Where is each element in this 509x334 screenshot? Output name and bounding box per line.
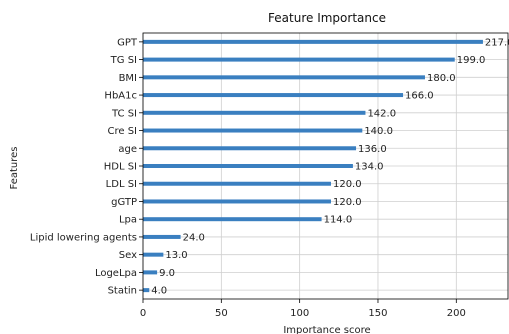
y-tick-label: Cre SI bbox=[107, 126, 137, 137]
bar bbox=[143, 146, 357, 151]
y-tick-labels: GPT TG SI BMI HbA1c TC SI Cre SI age HDL SI LDL … bbox=[30, 37, 143, 297]
bar-value-label: 199.0 bbox=[457, 55, 486, 66]
bar bbox=[143, 217, 322, 222]
x-tick-label: 50 bbox=[215, 308, 228, 319]
bar-value-label: 120.0 bbox=[333, 197, 362, 208]
x-axis-title: Importance score bbox=[283, 325, 370, 334]
y-tick-label: gGTP bbox=[111, 197, 137, 208]
bar-value-label: 9.0 bbox=[159, 268, 175, 279]
y-tick-label: HbA1c bbox=[104, 91, 137, 102]
bar bbox=[143, 57, 455, 62]
y-tick-label: TC SI bbox=[111, 108, 137, 119]
y-tick-label: Statin bbox=[108, 286, 137, 297]
y-tick-label: Sex bbox=[119, 250, 137, 261]
bar bbox=[143, 39, 483, 44]
y-axis-title: Features bbox=[9, 147, 20, 190]
y-tick-label: TG SI bbox=[110, 55, 137, 66]
y-tick-label: HDL SI bbox=[104, 162, 137, 173]
x-tick-labels: 0 50 100 150 200 bbox=[140, 299, 466, 319]
bar-value-label: 13.0 bbox=[165, 250, 187, 261]
plot-frame bbox=[142, 32, 509, 300]
bar bbox=[143, 110, 366, 115]
y-tick-label: LogeLpa bbox=[95, 268, 137, 279]
bar bbox=[143, 288, 150, 293]
y-tick-label: LDL SI bbox=[106, 179, 137, 190]
y-tick-label: BMI bbox=[119, 73, 137, 84]
bar bbox=[143, 270, 158, 275]
y-tick-label: Lpa bbox=[119, 215, 137, 226]
bar-value-label: 166.0 bbox=[405, 91, 434, 102]
bar bbox=[143, 181, 331, 186]
bar-value-label: 24.0 bbox=[183, 232, 205, 243]
y-tick-label: GPT bbox=[117, 37, 138, 48]
y-tick-label: Lipid lowering agents bbox=[30, 232, 137, 243]
x-tick-label: 0 bbox=[140, 308, 146, 319]
bar-value-label: 120.0 bbox=[333, 179, 362, 190]
bar bbox=[143, 93, 404, 98]
y-tick-label: age bbox=[118, 144, 137, 155]
bar-value-label: 140.0 bbox=[364, 126, 393, 137]
bar-value-label: 4.0 bbox=[151, 286, 167, 297]
bar-value-label: 180.0 bbox=[427, 73, 456, 84]
bar-value-label: 134.0 bbox=[355, 162, 384, 173]
bar bbox=[143, 252, 164, 257]
x-tick-label: 200 bbox=[447, 308, 466, 319]
chart-title: Feature Importance bbox=[268, 11, 386, 25]
bar bbox=[143, 128, 363, 133]
bar bbox=[143, 164, 353, 168]
x-tick-label: 100 bbox=[290, 308, 309, 319]
bar-value-label: 217.0 bbox=[485, 37, 509, 48]
bar bbox=[143, 234, 181, 239]
bar bbox=[143, 75, 425, 80]
bar-value-label: 142.0 bbox=[367, 108, 396, 119]
x-tick-label: 150 bbox=[368, 308, 387, 319]
bar-value-label: 114.0 bbox=[324, 215, 353, 226]
bar-value-label: 136.0 bbox=[358, 144, 387, 155]
bar bbox=[143, 199, 331, 204]
